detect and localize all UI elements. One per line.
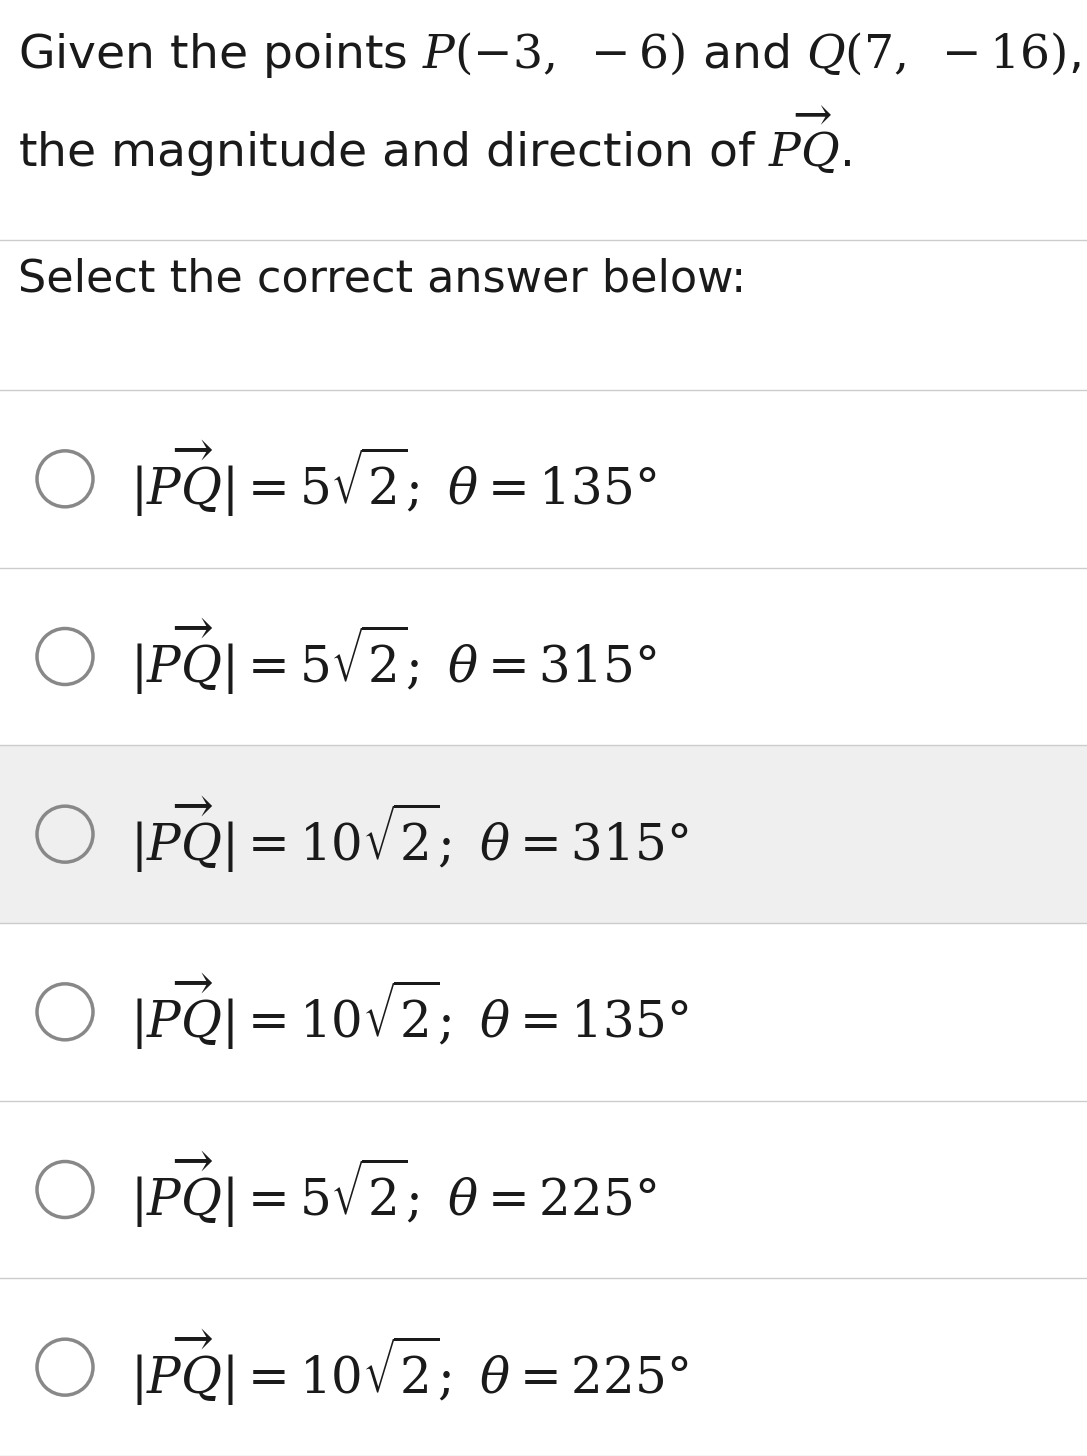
Bar: [0, 745, 1087, 923]
Text: $|\overrightarrow{PQ}| = 10\sqrt{2};\ \theta = 225°$: $|\overrightarrow{PQ}| = 10\sqrt{2};\ \t…: [130, 1326, 688, 1408]
Text: $|\overrightarrow{PQ}| = 10\sqrt{2};\ \theta = 135°$: $|\overrightarrow{PQ}| = 10\sqrt{2};\ \t…: [130, 971, 688, 1053]
Text: $|\overrightarrow{PQ}| = 5\sqrt{2};\ \theta = 225°$: $|\overrightarrow{PQ}| = 5\sqrt{2};\ \th…: [130, 1149, 657, 1230]
Text: $|\overrightarrow{PQ}| = 10\sqrt{2};\ \theta = 315°$: $|\overrightarrow{PQ}| = 10\sqrt{2};\ \t…: [130, 794, 688, 875]
Text: the magnitude and direction of $\overrightarrow{PQ}$.: the magnitude and direction of $\overrig…: [18, 105, 851, 179]
Text: $|\overrightarrow{PQ}| = 5\sqrt{2};\ \theta = 315°$: $|\overrightarrow{PQ}| = 5\sqrt{2};\ \th…: [130, 616, 657, 697]
Text: $|\overrightarrow{PQ}| = 5\sqrt{2};\ \theta = 135°$: $|\overrightarrow{PQ}| = 5\sqrt{2};\ \th…: [130, 438, 657, 520]
Text: Given the points $P(-3,\ -6)$ and $Q(7,\ -16)$, find: Given the points $P(-3,\ -6)$ and $Q(7,\…: [18, 31, 1087, 80]
Text: Select the correct answer below:: Select the correct answer below:: [18, 258, 747, 301]
